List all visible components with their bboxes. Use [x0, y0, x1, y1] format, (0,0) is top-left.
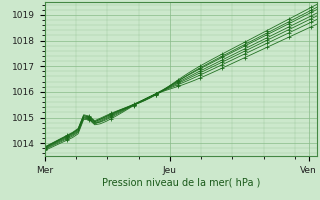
X-axis label: Pression niveau de la mer( hPa ): Pression niveau de la mer( hPa )	[102, 178, 260, 188]
